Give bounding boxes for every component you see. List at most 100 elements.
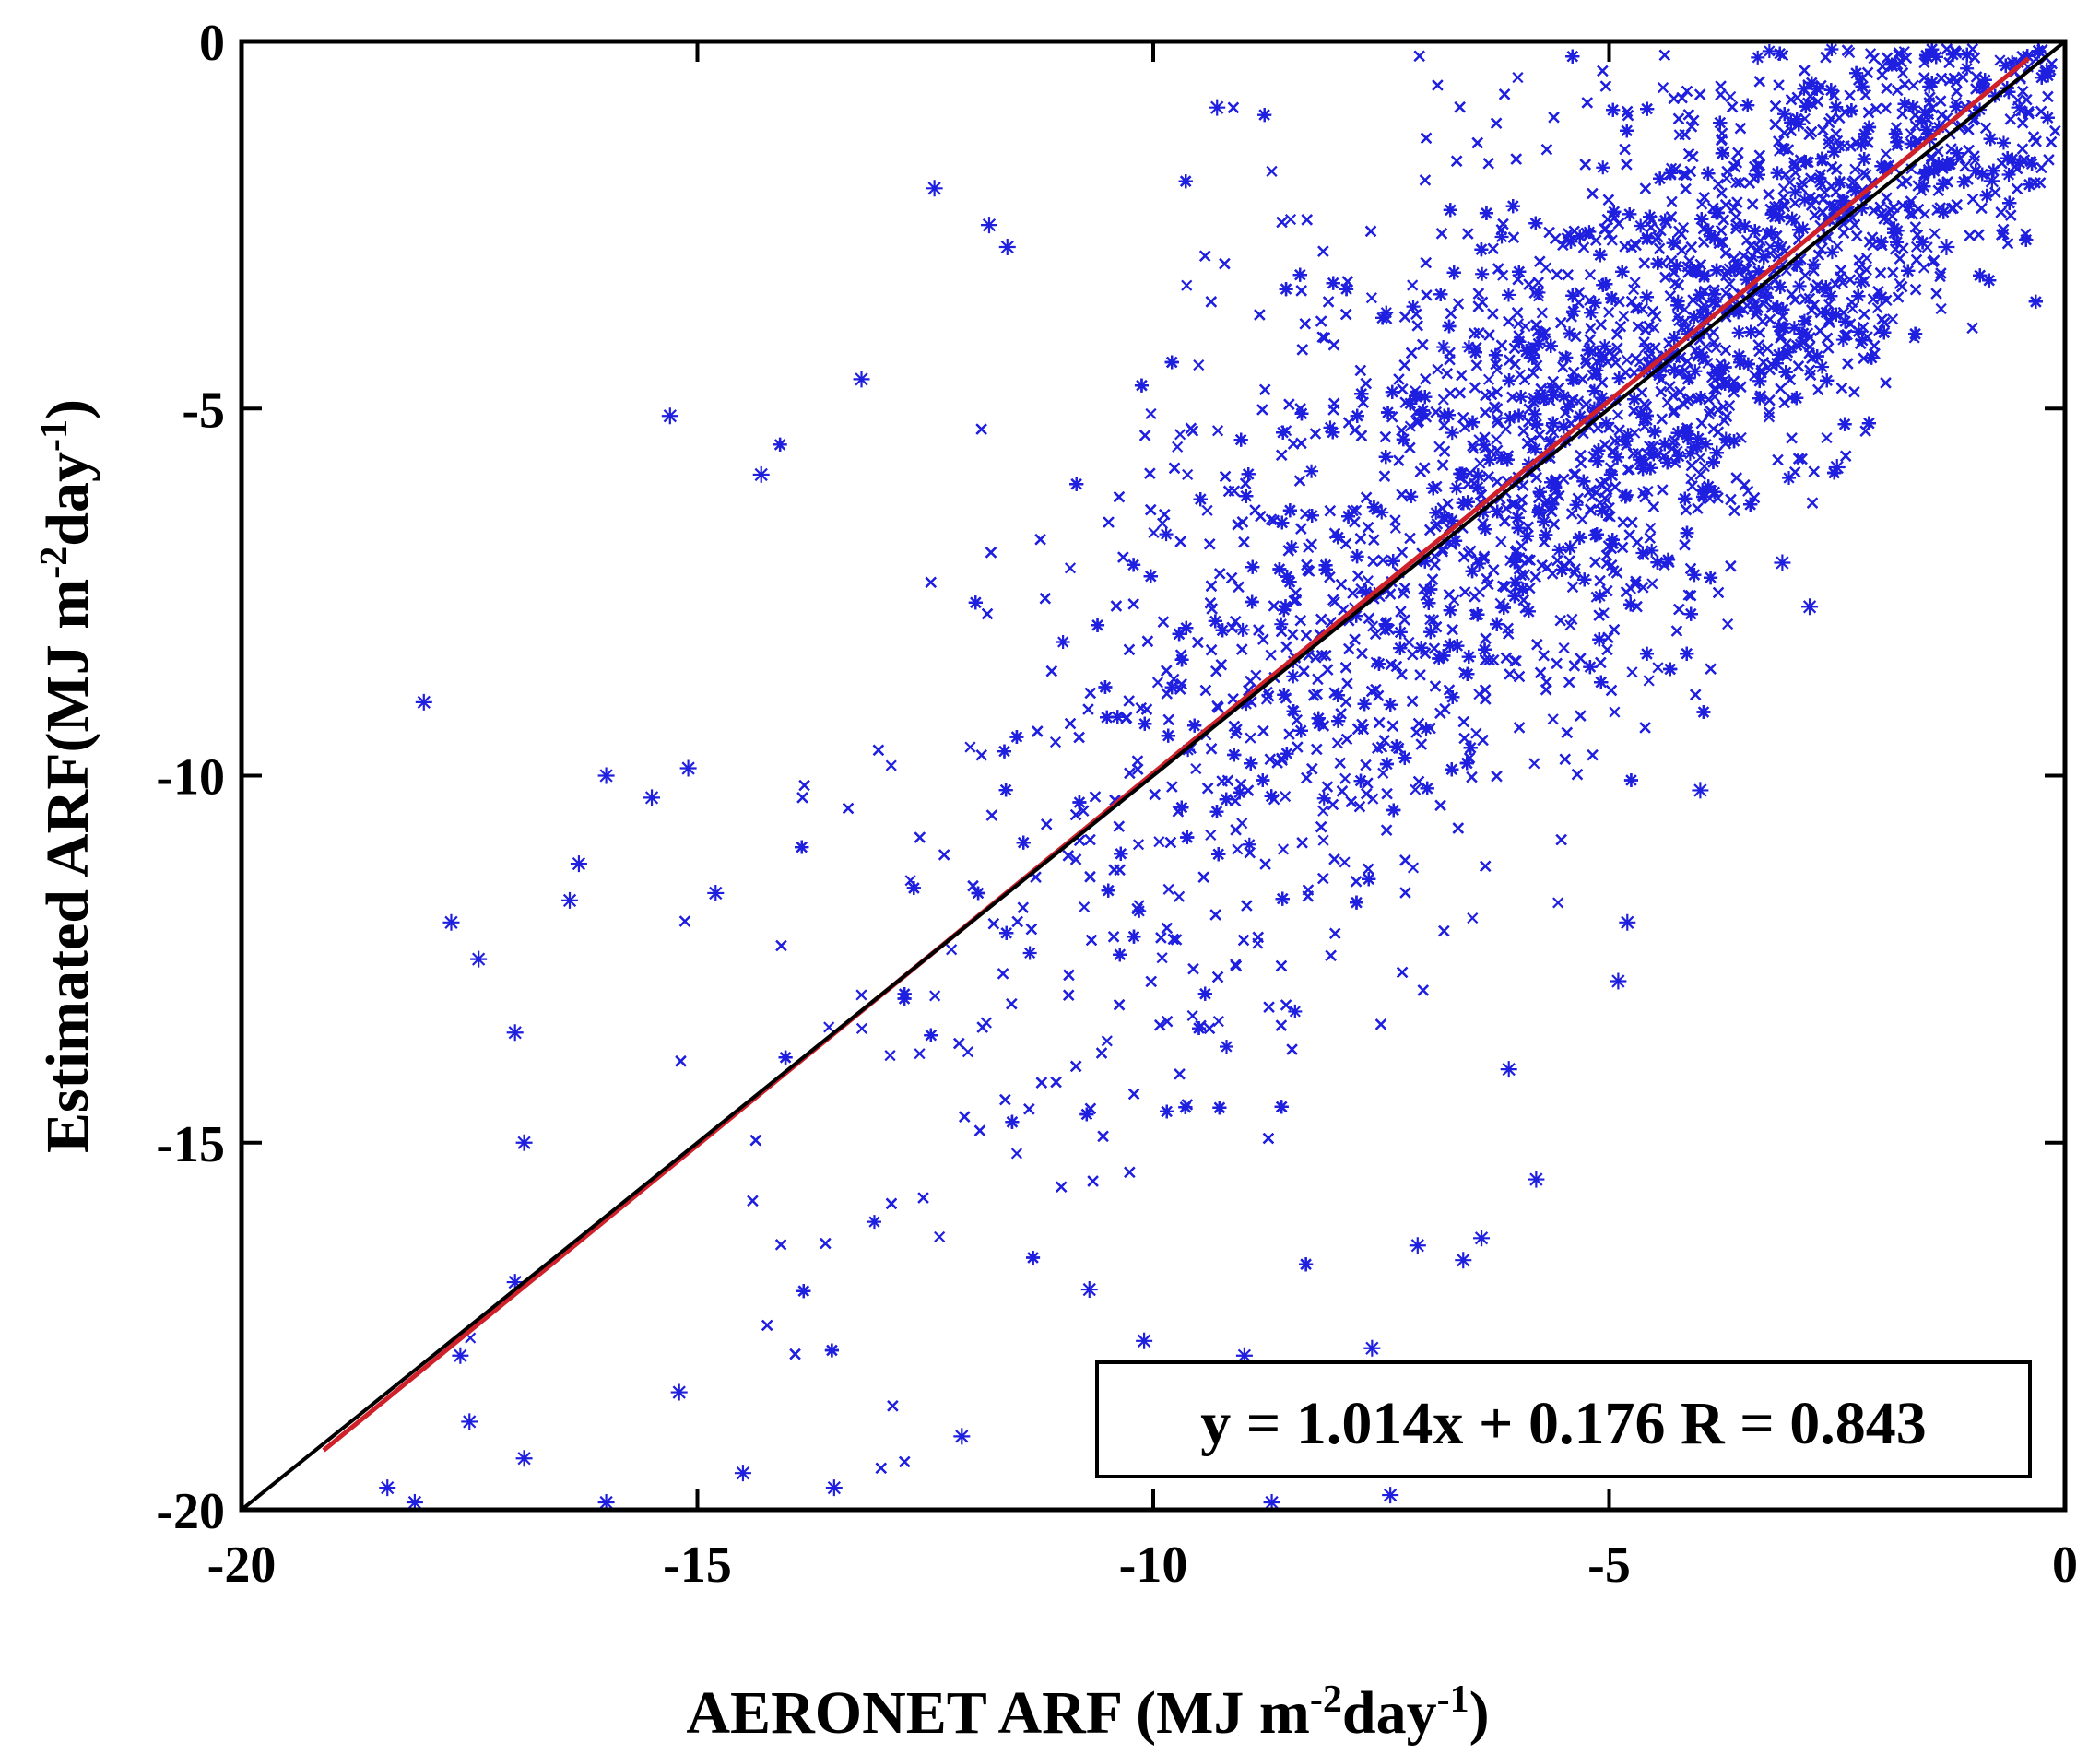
data-point <box>1563 326 1577 341</box>
data-point <box>1064 562 1077 574</box>
data-point <box>1806 257 1821 272</box>
data-point <box>1379 305 1394 320</box>
data-point <box>1960 61 1975 76</box>
data-point <box>1646 578 1658 590</box>
data-point <box>1286 669 1301 684</box>
data-point <box>1596 160 1610 175</box>
data-point <box>1174 890 1186 902</box>
data-point <box>1871 302 1883 314</box>
data-point <box>1740 234 1752 246</box>
data-point <box>1419 722 1433 736</box>
data-point <box>1657 82 1669 94</box>
data-point <box>1696 198 1708 210</box>
data-point <box>1854 275 1869 289</box>
data-point <box>1477 438 1492 453</box>
data-point <box>1652 662 1664 674</box>
data-point <box>1584 269 1597 281</box>
data-point <box>1331 737 1343 749</box>
data-point <box>1569 498 1584 512</box>
data-point <box>1782 470 1797 485</box>
data-point <box>1501 288 1516 302</box>
data-point <box>1022 946 1037 960</box>
data-point <box>1239 697 1254 712</box>
data-point <box>1792 278 1807 293</box>
data-point <box>885 759 897 771</box>
data-point <box>1528 758 1540 770</box>
data-point <box>914 1048 926 1060</box>
data-point <box>1512 71 1524 84</box>
data-point <box>1849 163 1861 175</box>
data-point <box>1552 897 1564 909</box>
data-point <box>1528 441 1542 456</box>
data-point <box>1495 536 1507 547</box>
data-point <box>1832 240 1844 253</box>
data-point <box>1491 413 1503 425</box>
data-point <box>2005 55 2020 70</box>
data-point <box>1288 1004 1303 1018</box>
data-point <box>855 989 867 1001</box>
data-point <box>946 944 958 956</box>
data-point <box>1145 407 1157 420</box>
data-point <box>1935 302 1947 315</box>
data-point <box>1186 1009 1198 1022</box>
data-point <box>1730 177 1742 189</box>
data-point <box>1362 575 1374 587</box>
data-point <box>1821 431 1833 444</box>
data-point <box>934 1230 946 1243</box>
data-point <box>1429 505 1444 520</box>
data-point <box>1725 90 1737 103</box>
data-point <box>1174 429 1186 441</box>
data-point <box>1351 504 1363 516</box>
data-point <box>1212 1015 1224 1028</box>
data-point <box>1979 188 1994 203</box>
data-point <box>1650 359 1665 374</box>
data-point <box>1558 642 1570 654</box>
data-point <box>1512 318 1525 330</box>
data-point <box>1056 634 1070 649</box>
data-point <box>1010 1148 1023 1160</box>
data-point <box>1274 617 1289 631</box>
data-point <box>1374 505 1389 520</box>
data-point <box>1266 165 1278 177</box>
data-point <box>1494 230 1509 244</box>
data-point <box>1536 307 1548 319</box>
data-point <box>962 1046 974 1058</box>
data-point <box>1265 649 1277 661</box>
data-point <box>1682 589 1694 601</box>
data-point <box>1181 279 1193 291</box>
data-point <box>1445 426 1459 441</box>
data-point <box>1905 127 1917 140</box>
data-point <box>1132 839 1145 851</box>
data-point <box>1190 762 1202 775</box>
data-point <box>964 741 976 753</box>
data-point <box>1628 284 1640 296</box>
data-point <box>1156 952 1168 964</box>
data-point <box>1461 340 1476 355</box>
data-point <box>1365 292 1377 304</box>
data-point <box>1519 320 1531 333</box>
data-point <box>1606 234 1618 246</box>
data-point <box>1880 147 1892 160</box>
data-point <box>1049 736 1062 748</box>
data-point <box>1629 427 1641 439</box>
data-point <box>884 1050 896 1062</box>
data-point <box>1824 245 1839 260</box>
data-point <box>1751 50 1765 65</box>
data-point <box>1432 363 1444 375</box>
data-point <box>1698 461 1710 473</box>
data-point <box>1777 182 1789 194</box>
data-point <box>1643 675 1655 687</box>
data-point <box>1403 636 1415 648</box>
data-point <box>1722 618 1734 630</box>
data-point <box>867 1215 881 1230</box>
data-point <box>1787 184 1802 199</box>
data-point <box>1582 225 1597 240</box>
data-point <box>1576 513 1588 525</box>
data-point <box>1645 522 1657 534</box>
data-point <box>1888 126 1903 141</box>
data-point <box>1156 517 1169 529</box>
data-point <box>1739 273 1753 288</box>
data-point <box>1475 266 1490 281</box>
data-point <box>1860 253 1873 265</box>
data-point <box>1929 228 1941 240</box>
